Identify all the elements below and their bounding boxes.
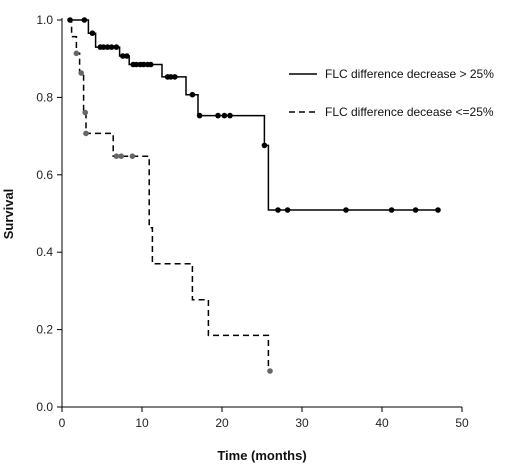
censor-point bbox=[412, 207, 419, 213]
censor-point bbox=[172, 74, 178, 80]
censor-point bbox=[196, 112, 203, 119]
censor-point bbox=[275, 207, 281, 213]
censor-point bbox=[140, 61, 147, 68]
censor-point bbox=[343, 207, 349, 213]
x-tick-label: 20 bbox=[215, 416, 229, 430]
censor-point bbox=[284, 207, 291, 213]
y-tick-label: 1.0 bbox=[36, 13, 53, 27]
censor-point bbox=[81, 17, 88, 23]
censor-point bbox=[168, 74, 174, 80]
censor-point bbox=[118, 153, 124, 159]
legend: FLC difference decrease > 25% FLC differ… bbox=[289, 67, 494, 119]
censor-point bbox=[113, 44, 120, 50]
censor-point bbox=[124, 53, 130, 59]
censor-point bbox=[189, 91, 196, 98]
y-tick-label: 0.8 bbox=[36, 90, 53, 104]
censor-point bbox=[129, 153, 136, 159]
x-tick-label: 50 bbox=[455, 416, 469, 430]
y-tick-label: 0.4 bbox=[36, 245, 53, 259]
censor-point bbox=[148, 61, 154, 68]
censor-point bbox=[113, 153, 120, 159]
x-tick-label: 10 bbox=[135, 416, 149, 430]
series-1 bbox=[68, 19, 273, 374]
censor-point bbox=[89, 30, 96, 36]
censor-point bbox=[261, 142, 268, 149]
axes: 0 10 20 30 40 50 0.0 0.2 0.4 0.6 0.8 1.0 bbox=[36, 13, 469, 430]
censor-point bbox=[388, 207, 395, 213]
censor-point bbox=[227, 112, 233, 119]
legend-label-1: FLC difference decease <=25% bbox=[325, 105, 494, 119]
x-tick-label: 30 bbox=[295, 416, 309, 430]
censor-point bbox=[435, 207, 441, 213]
censor-point bbox=[82, 109, 88, 116]
y-tick-label: 0.0 bbox=[36, 400, 53, 414]
series-0 bbox=[67, 17, 441, 213]
series-layer bbox=[67, 17, 441, 374]
censor-point bbox=[73, 50, 80, 57]
censor-point bbox=[104, 44, 111, 50]
censor-point bbox=[108, 44, 115, 50]
x-axis-title: Time (months) bbox=[217, 448, 306, 463]
y-tick-label: 0.2 bbox=[36, 323, 53, 337]
censor-point bbox=[221, 112, 228, 119]
series-line-solid bbox=[68, 19, 438, 211]
censor-point bbox=[120, 53, 126, 59]
y-tick-label: 0.6 bbox=[36, 168, 53, 182]
censor-point bbox=[100, 44, 107, 50]
censor-point bbox=[133, 61, 140, 68]
x-tick-label: 0 bbox=[59, 416, 66, 430]
legend-label-0: FLC difference decrease > 25% bbox=[325, 67, 494, 81]
censor-point bbox=[215, 112, 221, 119]
censor-point bbox=[83, 130, 89, 137]
series-line-dashed bbox=[68, 19, 270, 371]
censor-point bbox=[78, 70, 84, 76]
y-axis-title: Survival bbox=[1, 189, 16, 240]
censor-point bbox=[267, 368, 273, 374]
x-tick-label: 40 bbox=[375, 416, 389, 430]
